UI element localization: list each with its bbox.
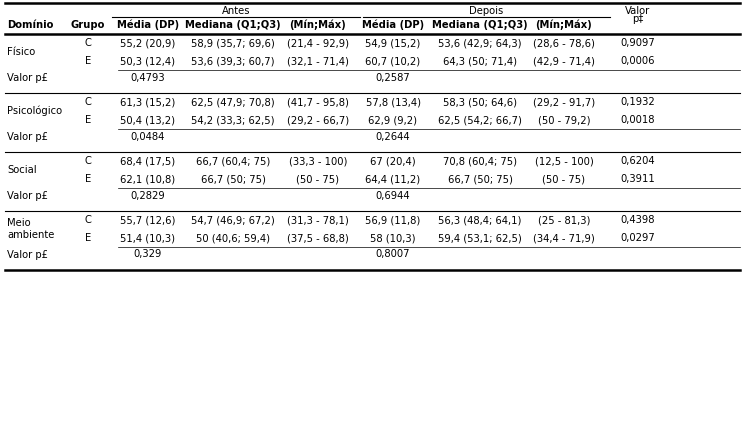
Text: 0,329: 0,329 — [134, 249, 162, 260]
Text: 0,3911: 0,3911 — [621, 174, 656, 184]
Text: 0,6944: 0,6944 — [376, 190, 410, 201]
Text: 59,4 (53,1; 62,5): 59,4 (53,1; 62,5) — [438, 233, 522, 243]
Text: (34,4 - 71,9): (34,4 - 71,9) — [533, 233, 595, 243]
Text: 62,5 (47,9; 70,8): 62,5 (47,9; 70,8) — [191, 97, 275, 107]
Text: 0,1932: 0,1932 — [621, 97, 656, 107]
Text: (33,3 - 100): (33,3 - 100) — [289, 156, 347, 166]
Text: 0,0297: 0,0297 — [621, 233, 656, 243]
Text: (50 - 79,2): (50 - 79,2) — [538, 115, 590, 125]
Text: Valor: Valor — [625, 6, 651, 16]
Text: 66,7 (50; 75): 66,7 (50; 75) — [448, 174, 513, 184]
Text: (Mín;Máx): (Mín;Máx) — [289, 19, 346, 30]
Text: 58 (10,3): 58 (10,3) — [370, 233, 416, 243]
Text: (42,9 - 71,4): (42,9 - 71,4) — [533, 56, 595, 66]
Text: 54,7 (46,9; 67,2): 54,7 (46,9; 67,2) — [191, 215, 275, 225]
Text: (37,5 - 68,8): (37,5 - 68,8) — [287, 233, 349, 243]
Text: 55,2 (20,9): 55,2 (20,9) — [120, 38, 175, 48]
Text: 70,8 (60,4; 75): 70,8 (60,4; 75) — [443, 156, 517, 166]
Text: 53,6 (39,3; 60,7): 53,6 (39,3; 60,7) — [191, 56, 275, 66]
Text: (31,3 - 78,1): (31,3 - 78,1) — [287, 215, 349, 225]
Text: 66,7 (60,4; 75): 66,7 (60,4; 75) — [196, 156, 270, 166]
Text: 64,3 (50; 71,4): 64,3 (50; 71,4) — [443, 56, 517, 66]
Text: 53,6 (42,9; 64,3): 53,6 (42,9; 64,3) — [438, 38, 521, 48]
Text: 50,3 (12,4): 50,3 (12,4) — [121, 56, 175, 66]
Text: 0,2587: 0,2587 — [376, 73, 410, 82]
Text: C: C — [84, 97, 92, 107]
Text: (21,4 - 92,9): (21,4 - 92,9) — [287, 38, 349, 48]
Text: (29,2 - 91,7): (29,2 - 91,7) — [533, 97, 595, 107]
Text: (25 - 81,3): (25 - 81,3) — [538, 215, 590, 225]
Text: 56,9 (11,8): 56,9 (11,8) — [366, 215, 421, 225]
Text: 0,4793: 0,4793 — [131, 73, 166, 82]
Text: 51,4 (10,3): 51,4 (10,3) — [121, 233, 175, 243]
Text: 62,9 (9,2): 62,9 (9,2) — [369, 115, 418, 125]
Text: (50 - 75): (50 - 75) — [296, 174, 339, 184]
Text: 0,6204: 0,6204 — [621, 156, 655, 166]
Text: 60,7 (10,2): 60,7 (10,2) — [366, 56, 421, 66]
Text: Valor p£: Valor p£ — [7, 190, 48, 201]
Text: E: E — [85, 56, 91, 66]
Text: 67 (20,4): 67 (20,4) — [370, 156, 416, 166]
Text: 54,9 (15,2): 54,9 (15,2) — [366, 38, 421, 48]
Text: Média (DP): Média (DP) — [117, 19, 179, 30]
Text: 0,0006: 0,0006 — [621, 56, 655, 66]
Text: 0,0018: 0,0018 — [621, 115, 655, 125]
Text: 50,4 (13,2): 50,4 (13,2) — [121, 115, 175, 125]
Text: (50 - 75): (50 - 75) — [542, 174, 586, 184]
Text: p‡: p‡ — [633, 14, 644, 24]
Text: 54,2 (33,3; 62,5): 54,2 (33,3; 62,5) — [191, 115, 275, 125]
Text: (41,7 - 95,8): (41,7 - 95,8) — [287, 97, 349, 107]
Text: C: C — [84, 38, 92, 48]
Text: 56,3 (48,4; 64,1): 56,3 (48,4; 64,1) — [439, 215, 521, 225]
Text: E: E — [85, 115, 91, 125]
Text: Antes: Antes — [222, 6, 250, 16]
Text: Domínio: Domínio — [7, 19, 54, 30]
Text: 0,2829: 0,2829 — [131, 190, 166, 201]
Text: C: C — [84, 215, 92, 225]
Text: E: E — [85, 233, 91, 243]
Text: 0,4398: 0,4398 — [621, 215, 655, 225]
Text: Psicológico: Psicológico — [7, 106, 62, 116]
Text: 0,2644: 0,2644 — [376, 132, 410, 141]
Text: Valor p£: Valor p£ — [7, 132, 48, 141]
Text: (Mín;Máx): (Mín;Máx) — [536, 19, 592, 30]
Text: Social: Social — [7, 165, 37, 175]
Text: Depois: Depois — [469, 6, 504, 16]
Text: 0,8007: 0,8007 — [376, 249, 410, 260]
Text: (32,1 - 71,4): (32,1 - 71,4) — [287, 56, 349, 66]
Text: 58,3 (50; 64,6): 58,3 (50; 64,6) — [443, 97, 517, 107]
Text: Mediana (Q1;Q3): Mediana (Q1;Q3) — [432, 19, 528, 30]
Text: Físico: Físico — [7, 47, 35, 57]
Text: 58,9 (35,7; 69,6): 58,9 (35,7; 69,6) — [191, 38, 275, 48]
Text: Valor p£: Valor p£ — [7, 249, 48, 260]
Text: 61,3 (15,2): 61,3 (15,2) — [120, 97, 175, 107]
Text: Meio
ambiente: Meio ambiente — [7, 218, 54, 240]
Text: (28,6 - 78,6): (28,6 - 78,6) — [533, 38, 595, 48]
Text: E: E — [85, 174, 91, 184]
Text: 0,0484: 0,0484 — [131, 132, 165, 141]
Text: Média (DP): Média (DP) — [362, 19, 424, 30]
Text: 62,5 (54,2; 66,7): 62,5 (54,2; 66,7) — [438, 115, 522, 125]
Text: 62,1 (10,8): 62,1 (10,8) — [120, 174, 175, 184]
Text: 0,9097: 0,9097 — [621, 38, 656, 48]
Text: 66,7 (50; 75): 66,7 (50; 75) — [201, 174, 266, 184]
Text: Grupo: Grupo — [71, 19, 105, 30]
Text: 55,7 (12,6): 55,7 (12,6) — [120, 215, 176, 225]
Text: (12,5 - 100): (12,5 - 100) — [535, 156, 593, 166]
Text: 68,4 (17,5): 68,4 (17,5) — [120, 156, 175, 166]
Text: 50 (40,6; 59,4): 50 (40,6; 59,4) — [196, 233, 270, 243]
Text: 64,4 (11,2): 64,4 (11,2) — [366, 174, 421, 184]
Text: Valor p£: Valor p£ — [7, 73, 48, 82]
Text: Mediana (Q1;Q3): Mediana (Q1;Q3) — [185, 19, 280, 30]
Text: (29,2 - 66,7): (29,2 - 66,7) — [287, 115, 349, 125]
Text: C: C — [84, 156, 92, 166]
Text: 57,8 (13,4): 57,8 (13,4) — [366, 97, 421, 107]
